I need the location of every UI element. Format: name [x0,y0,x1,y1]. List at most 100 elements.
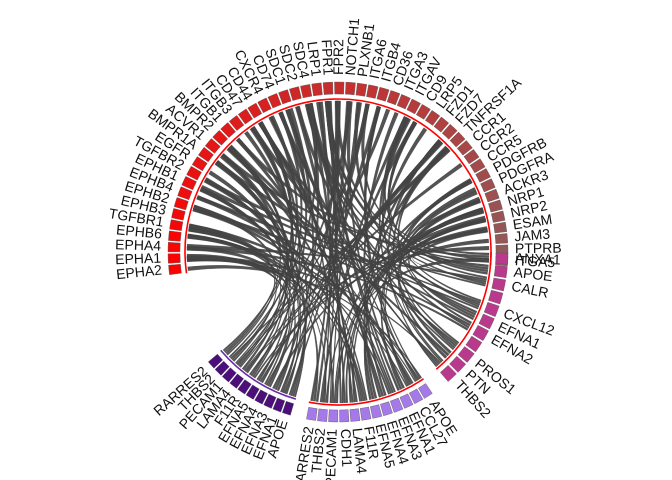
chord-sector-receptor [491,210,506,223]
chord-ring [435,251,492,370]
chord-sector-receptor [289,86,302,101]
chord-sector-lavender [306,407,318,421]
chord-sector-receptor [167,242,181,253]
chord-link [333,179,473,404]
chord-link [244,227,488,372]
chord-sector-label: LAMA4 [349,427,370,475]
chord-sector-label: SDC4 [290,40,313,80]
chord-sector-label: APOE [513,264,554,285]
chord-sector-label: LRP1 [304,41,324,78]
chord-sector-purple [282,401,294,416]
chord-sector-pink [478,313,495,330]
chord-link [230,148,451,360]
chord-sector-purple [272,397,286,413]
chord-sector-purple [237,379,252,395]
chord-links [186,100,490,404]
chord-sector-label: FPR2 [330,39,346,75]
chord-link [278,111,332,403]
chord-sector-lavender [399,393,414,409]
chord-sector-purple [229,373,244,389]
chord-sector-receptor [406,98,421,115]
chord-link [235,101,352,364]
chord-link [331,102,362,404]
chord-sector-receptor [181,176,197,191]
chord-sectors [167,81,509,423]
chord-sector-receptor [441,123,458,140]
chord-sector-lavender [389,397,404,413]
chord-sector-receptor [449,131,466,148]
chord-link [259,139,443,383]
chord-sector-label: F11R [361,425,382,460]
chord-sector-label: JAM3 [514,225,551,244]
chord-sector-receptor [386,90,401,106]
chord-sector-receptor [475,168,491,183]
chord-sector-receptor [415,104,431,120]
chord-sector-lavender [408,388,424,405]
chord-link [228,103,318,358]
chord-sector-receptor [204,138,221,154]
chord-sector-pink [488,289,504,305]
chord-sector-receptor [191,156,208,172]
chord-link [237,103,370,367]
chord-sector-pink [465,335,483,353]
chord-sector-receptor [212,129,228,146]
chord-link [288,105,381,396]
chord-sector-lavender [317,408,328,422]
chord-link [239,108,391,368]
chord-sector-receptor [278,89,292,105]
chord-sector-receptor [300,84,313,99]
chord-labels: EPHA2EPHA1EPHA4EPHB6TGFBR1EPHB3EPHB2EPHB… [108,17,562,480]
chord-sector-receptor [366,84,379,99]
chord-sector-pink [440,365,457,382]
chord-sector-receptor [493,221,507,234]
chord-sector-receptor [322,81,334,95]
chord-sector-receptor [334,81,345,95]
chord-link [253,238,489,379]
chord-sector-receptor [494,233,508,244]
chord-link [324,101,396,393]
chord-sector-receptor [480,178,496,193]
chord-link [412,246,490,283]
chord-sector-receptor [171,208,186,221]
chord-sector-pink [483,301,500,317]
chord-sector-receptor [469,158,486,174]
chord-sector-receptor [311,82,323,97]
chord-sector-label: NOTCH1 [342,17,362,76]
chord-sector-receptor [220,122,236,138]
chord-ring [308,378,425,406]
chord-sector-receptor [186,165,202,181]
chord-sector-label: THBS2 [308,427,328,474]
chord-link [252,108,308,378]
chord-link [225,121,293,355]
chord-link [249,139,443,376]
chord-sector-receptor [173,197,189,211]
chord-sector-receptor [345,81,356,96]
chord-link [222,121,293,352]
chord-link [186,255,290,385]
chord-sector-lavender [380,401,393,417]
chord-sector-lavender [418,383,433,399]
chord-link [188,227,277,362]
chord-sector-purple [214,360,230,376]
chord-sector-purple [245,384,260,400]
chord-sector-lavender [359,406,372,421]
chord-sector-receptor [169,219,184,231]
chord-sector-label: CDH1 [338,429,355,468]
chord-sector-receptor [484,188,500,203]
chord-sector-receptor [355,82,368,97]
chord-sector-lavender [370,404,383,419]
chord-sector-label: NRP2 [509,197,549,221]
chord-sector-label: PECAM1 [322,428,340,480]
chord-sector-label: EPHA4 [115,236,162,253]
chord-sector-label: ESAM [512,211,554,233]
chord-sector-lavender [328,409,339,423]
chord-sector-purple [263,393,277,409]
chord-sector-receptor [237,108,253,125]
chord-sector-receptor [167,253,181,264]
chord-sector-pink [457,346,475,363]
chord-sector-pink [495,252,509,265]
chord-link [363,111,399,396]
chord-sector-pink [449,355,467,373]
chord-sector-pink [493,265,508,279]
